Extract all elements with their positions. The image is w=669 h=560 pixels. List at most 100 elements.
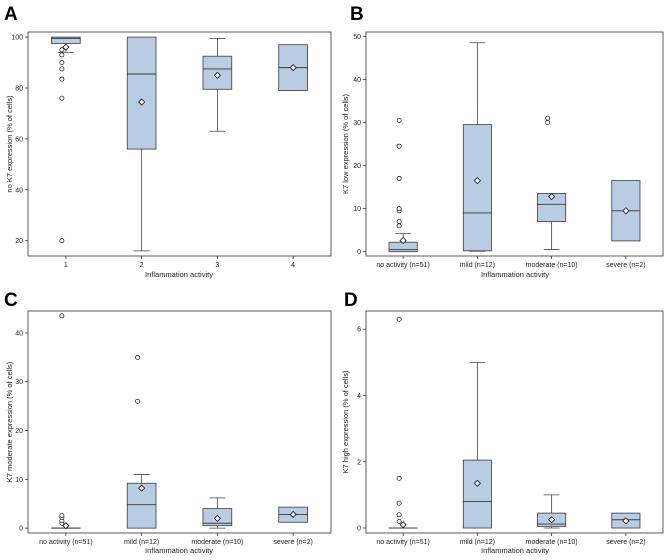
y-tick-label-d-0: 0 xyxy=(357,526,361,533)
y-tick-label-a-3: 80 xyxy=(15,86,23,93)
y-axis-title-d: K7 high expression (% of cells) xyxy=(341,370,350,473)
x-tick-label-b-1: mild (n=12) xyxy=(460,262,495,269)
mean-marker-b-3 xyxy=(622,207,630,215)
box-a-1 xyxy=(126,36,157,252)
outlier-a-0-2 xyxy=(59,60,65,65)
x-axis-title-b: Inflammation activity xyxy=(481,270,549,279)
x-axis-title-d: Inflammation activity xyxy=(481,546,549,555)
outlier-d-0-1 xyxy=(396,512,402,518)
mean-marker-b-1 xyxy=(473,177,481,185)
box-a-2 xyxy=(202,37,233,132)
mean-marker-b-0 xyxy=(399,236,407,245)
x-tick-label-c-2: moderate (n=10) xyxy=(191,539,243,546)
plot-frame-b xyxy=(365,31,664,257)
mean-marker-d-2 xyxy=(548,516,556,524)
y-tick-label-d-1: 2 xyxy=(357,459,361,466)
box-d-2 xyxy=(537,494,567,529)
plot-area-a: 20 40 60 80 100 1 2 3 4 xyxy=(11,35,308,269)
plot-frame-d xyxy=(365,310,664,534)
mean-marker-a-1 xyxy=(138,98,146,106)
y-tick-label-b-1: 10 xyxy=(353,206,361,213)
outlier-a-0-6 xyxy=(59,238,65,244)
outlier-b-0-4 xyxy=(396,176,402,181)
outlier-d-0-4 xyxy=(396,316,402,322)
y-tick-label-d-3: 6 xyxy=(357,327,361,334)
x-tick-label-c-1: mild (n=12) xyxy=(124,539,159,546)
y-tick-label-c-4: 40 xyxy=(15,330,23,337)
y-tick-label-b-5: 50 xyxy=(353,34,361,41)
x-tick-label-a-1: 2 xyxy=(140,262,144,269)
x-tick-label-a-3: 4 xyxy=(291,262,295,269)
x-tick-label-c-3: severe (n=2) xyxy=(273,539,313,546)
x-tick-label-b-2: moderate (n=10) xyxy=(526,262,578,269)
y-tick-label-b-0: 0 xyxy=(357,249,361,256)
box-body-b-1 xyxy=(462,124,492,252)
x-tick-label-b-0: no activity (n=51) xyxy=(376,262,430,269)
outlier-b-0-3 xyxy=(396,206,402,212)
plot-area-d: 0 2 4 6 no activity (n=51) mild (n=12) moderat… xyxy=(357,316,646,546)
plot-area-c: 0 10 20 30 40 no activity (n=51) mild (n=12) mo… xyxy=(15,313,313,546)
box-b-1 xyxy=(462,42,492,252)
outlier-b-0-6 xyxy=(396,117,402,123)
box-c-1 xyxy=(126,354,157,529)
panel-letter-a: A xyxy=(4,4,18,25)
mean-marker-a-2 xyxy=(213,71,221,79)
plot-frame-a xyxy=(27,31,332,257)
y-tick-label-c-2: 20 xyxy=(15,428,23,435)
y-tick-label-b-2: 20 xyxy=(353,163,361,170)
panel-d: D K7 high expression (% of cells) Inflam… xyxy=(341,290,664,555)
panel-a: A no K7 expression (% of cells) Inflamma… xyxy=(4,4,332,279)
y-tick-label-a-0: 20 xyxy=(15,238,23,245)
x-tick-label-a-2: 3 xyxy=(215,262,219,269)
outlier-c-0-3 xyxy=(59,512,65,518)
box-b-0 xyxy=(388,117,418,253)
box-c-3 xyxy=(278,506,308,523)
panel-b: B K7 low expression (% of cells) Inflamm… xyxy=(341,4,664,279)
x-tick-label-d-0: no activity (n=51) xyxy=(376,539,430,546)
box-b-3 xyxy=(611,180,641,242)
y-tick-label-c-3: 30 xyxy=(15,379,23,386)
mean-marker-a-0 xyxy=(62,43,70,51)
plot-area-b: 0 10 20 30 40 50 no activity (n=51) mild (n=12)… xyxy=(353,34,645,269)
x-axis-title-a: Inflammation activity xyxy=(145,270,213,279)
plot-frame-c xyxy=(27,310,332,534)
outlier-a-0-3 xyxy=(59,66,65,72)
outlier-a-0-0 xyxy=(59,47,65,53)
mean-marker-c-0 xyxy=(62,522,70,530)
mean-marker-d-3 xyxy=(622,517,630,525)
box-body-d-1 xyxy=(462,459,492,529)
box-c-2 xyxy=(202,497,233,529)
outlier-d-0-2 xyxy=(396,500,402,506)
y-axis-title-b: K7 low expression (% of cells) xyxy=(341,93,350,194)
x-tick-label-b-3: severe (n=2) xyxy=(606,262,646,269)
x-axis-title-c: Inflammation activity xyxy=(145,546,213,555)
outlier-b-2-0 xyxy=(545,120,551,125)
x-tick-label-c-0: no activity (n=51) xyxy=(39,539,93,546)
y-tick-label-b-3: 30 xyxy=(353,120,361,127)
outlier-c-0-4 xyxy=(59,313,65,319)
outlier-b-0-1 xyxy=(396,219,402,224)
y-tick-label-a-2: 60 xyxy=(15,136,23,143)
box-b-2 xyxy=(537,115,567,250)
outlier-c-1-1 xyxy=(135,354,141,360)
x-tick-label-a-0: 1 xyxy=(64,262,68,269)
outlier-a-0-5 xyxy=(59,95,65,101)
x-tick-label-d-2: moderate (n=10) xyxy=(526,539,578,546)
y-tick-label-c-1: 10 xyxy=(15,477,23,484)
y-tick-label-a-1: 40 xyxy=(15,187,23,194)
x-tick-label-d-3: severe (n=2) xyxy=(606,539,646,546)
box-a-0 xyxy=(51,36,81,244)
box-body-a-1 xyxy=(126,36,157,150)
panel-letter-d: D xyxy=(344,290,358,311)
outlier-b-0-0 xyxy=(396,223,402,229)
box-c-0 xyxy=(51,313,81,530)
mean-marker-d-1 xyxy=(473,479,481,487)
box-d-3 xyxy=(611,512,641,529)
y-tick-label-c-0: 0 xyxy=(19,526,23,533)
mean-marker-c-2 xyxy=(213,514,221,522)
mean-marker-c-3 xyxy=(289,510,297,519)
panel-letter-c: C xyxy=(4,290,18,311)
y-tick-label-d-2: 4 xyxy=(357,393,361,400)
box-d-1 xyxy=(462,361,492,529)
box-body-a-0 xyxy=(51,36,81,44)
